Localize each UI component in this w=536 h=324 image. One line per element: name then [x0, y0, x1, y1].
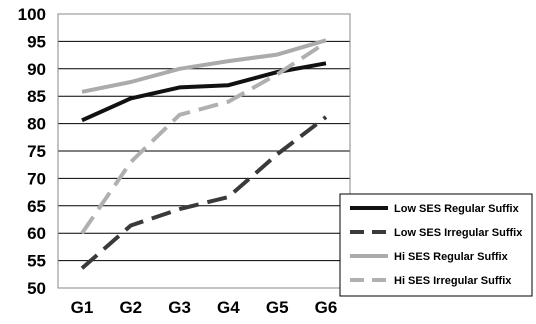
- x-axis-ticks: G1 G2 G3 G4 G5 G6: [71, 298, 338, 317]
- x-tick-label-g5: G5: [266, 298, 289, 317]
- y-tick-label: 90: [27, 60, 46, 79]
- series-line-hi-ses-regular-suffix: [81, 38, 327, 94]
- series-lines: [80, 38, 328, 270]
- y-tick-label: 95: [27, 32, 46, 51]
- y-tick-label: 85: [27, 87, 46, 106]
- y-tick-label: 55: [27, 252, 46, 271]
- y-tick-label: 50: [27, 279, 46, 298]
- x-tick-label-g3: G3: [168, 298, 191, 317]
- x-tick-label-g6: G6: [315, 298, 338, 317]
- legend-label-low-ses-regular-suffix: Low SES Regular Suffix: [394, 203, 520, 215]
- series-line-low-ses-regular-suffix: [81, 61, 327, 123]
- legend: Low SES Regular Suffix Low SES Irregular …: [339, 193, 533, 297]
- y-tick-label: 80: [27, 115, 46, 134]
- y-tick-label: 65: [27, 197, 46, 216]
- series-line-hi-ses-irregular-suffix: [80, 40, 328, 235]
- y-tick-label: 60: [27, 224, 46, 243]
- legend-label-low-ses-irregular-suffix: Low SES Irregular Suffix: [394, 227, 523, 239]
- legend-label-hi-ses-irregular-suffix: Hi SES Irregular Suffix: [394, 275, 512, 287]
- y-tick-label: 100: [18, 5, 46, 24]
- legend-label-hi-ses-regular-suffix: Hi SES Regular Suffix: [394, 251, 509, 263]
- x-tick-label-g1: G1: [71, 298, 94, 317]
- y-axis-ticks: 50 55 60 65 70 75 80 85 90 95 100: [18, 5, 46, 298]
- y-tick-label: 75: [27, 142, 46, 161]
- x-tick-label-g2: G2: [119, 298, 142, 317]
- series-line-low-ses-irregular-suffix: [80, 115, 328, 270]
- y-tick-label: 70: [27, 169, 46, 188]
- plot-area-border: [57, 13, 351, 289]
- x-tick-label-g4: G4: [217, 298, 240, 317]
